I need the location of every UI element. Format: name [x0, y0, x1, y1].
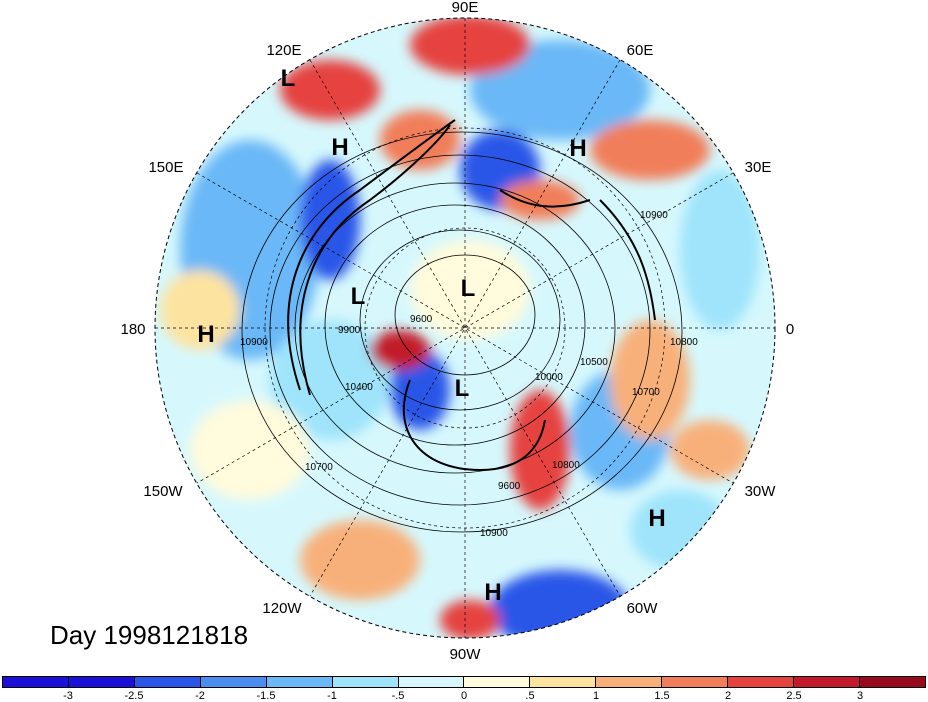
pressure-center-label: H: [331, 134, 348, 161]
lon-180: 180: [120, 321, 145, 338]
contour-label: 10400: [345, 382, 373, 393]
colorbar-swatch: [398, 677, 465, 687]
height-contours: [241, 131, 683, 533]
lon-90W: 90W: [450, 646, 482, 663]
colorbar-tick-label: 0: [460, 690, 468, 702]
colorbar-tick-label: 1: [592, 690, 600, 702]
jet-contours: [287, 119, 656, 472]
contour-label: 10700: [305, 462, 333, 473]
colorbar-swatch: [200, 677, 267, 687]
colorbar-swatch: [266, 677, 333, 687]
contour-label: 9600: [410, 314, 433, 325]
colorbar-swatch: [68, 677, 135, 687]
contour-labels: 10900 10800 10700 10500 10400 10000 9900…: [240, 210, 698, 539]
lon-90E: 90E: [452, 0, 479, 16]
colorbar-tick-label: 2: [724, 690, 732, 702]
colorbar-tick-label: -2.5: [124, 690, 144, 702]
colorbar-tick-label: 3: [856, 690, 864, 702]
colorbar-swatch: [332, 677, 399, 687]
colorbar-tick-label: -3: [63, 690, 73, 702]
contour-label: 10900: [480, 528, 508, 539]
contour-label: 10900: [640, 210, 668, 221]
lon-30W: 30W: [745, 483, 777, 500]
contour-label: 10500: [580, 357, 608, 368]
colorbar-swatch: [464, 677, 531, 687]
lon-0: 0: [786, 321, 794, 338]
colorbar-tick-label: 2.5: [786, 690, 802, 702]
lon-30E: 30E: [745, 159, 772, 176]
map-border: [154, 17, 776, 639]
pressure-center-label: H: [648, 505, 665, 532]
colorbar-swatch: [134, 677, 201, 687]
lon-60E: 60E: [627, 42, 654, 59]
colorbar-tick-label: 1.5: [654, 690, 670, 702]
pressure-center-label: L: [281, 65, 296, 92]
pressure-center-label: L: [455, 375, 470, 402]
colorbar-swatch: [794, 677, 860, 687]
lon-120W: 120W: [262, 600, 302, 617]
contour-label: 9600: [498, 481, 521, 492]
longitude-labels: 90E 60E 30E 0 30W 60W 90W 120W 150W 180 …: [120, 0, 794, 663]
contour-label: 9900: [338, 325, 361, 336]
colorbar-tick-label: -1: [327, 690, 337, 702]
colorbar-swatch: [3, 677, 69, 687]
colorbar-tick-label: -2: [195, 690, 205, 702]
colorbar-swatch: [596, 677, 663, 687]
pressure-center-label: H: [569, 135, 586, 162]
lon-60W: 60W: [627, 600, 659, 617]
lon-150W: 150W: [143, 483, 183, 500]
colorbar-tick-label: -1.5: [256, 690, 276, 702]
pressure-center-label: H: [197, 321, 214, 348]
contour-label: 10900: [240, 337, 268, 348]
contour-label: 10800: [552, 460, 580, 471]
colorbar-tick-label: -.5: [391, 690, 405, 702]
date-title: Day 1998121818: [50, 620, 249, 650]
pressure-centers: L H H H L L L H H: [197, 65, 665, 606]
contour-label: 10800: [670, 337, 698, 348]
colorbar-swatch: [530, 677, 597, 687]
colorbar-swatch: [859, 677, 925, 687]
contour-label: 10700: [632, 387, 660, 398]
contour-label: 10000: [535, 372, 563, 383]
colorbar-ticks: -3 -2.5 -2 -1.5 -1 -.5 0 .5 1 1.5 2 2.5 3: [2, 690, 926, 702]
colorbar: [2, 676, 926, 688]
colorbar-swatch: [728, 677, 795, 687]
pressure-center-label: L: [461, 275, 476, 302]
lon-120E: 120E: [266, 42, 301, 59]
lon-150E: 150E: [148, 159, 183, 176]
colorbar-swatch: [662, 677, 729, 687]
pressure-center-label: L: [351, 283, 366, 310]
pressure-center-label: H: [484, 579, 501, 606]
colorbar-tick-label: .5: [525, 690, 535, 702]
graticule: [155, 18, 775, 638]
polar-map: 90E 60E 30E 0 30W 60W 90W 120W 150W 180 …: [120, 0, 794, 663]
